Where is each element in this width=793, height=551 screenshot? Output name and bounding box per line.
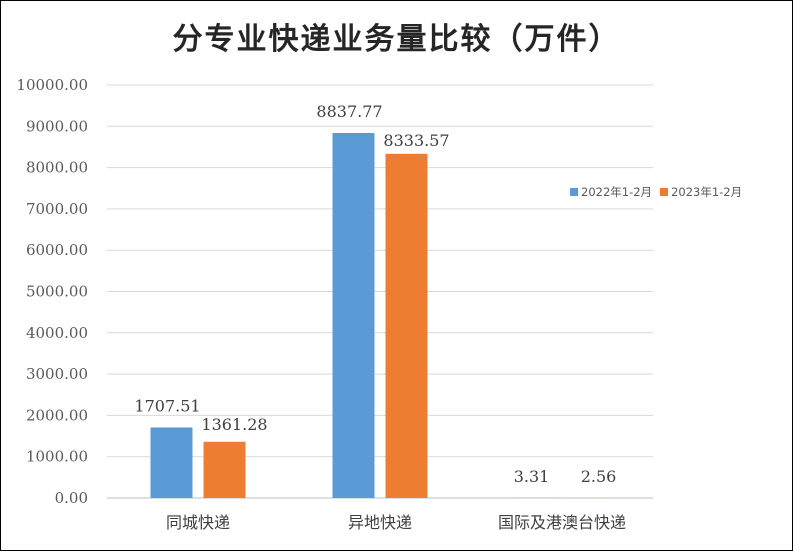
y-tick-label: 3000.00 — [26, 365, 88, 383]
bar — [385, 153, 428, 499]
y-tick-label: 8000.00 — [26, 159, 88, 177]
y-tick-label: 1000.00 — [26, 448, 88, 466]
y-tick-label: 5000.00 — [26, 283, 88, 301]
y-tick-label: 0.00 — [55, 489, 88, 507]
chart-legend: 2022年1-2月 2023年1-2月 — [570, 184, 742, 200]
bar — [150, 427, 193, 498]
legend-item-2023: 2023年1-2月 — [660, 184, 742, 200]
chart-title: 分专业快递业务量比较（万件） — [172, 22, 621, 57]
y-tick-label: 7000.00 — [26, 200, 88, 218]
legend-label-2023: 2023年1-2月 — [671, 185, 743, 199]
legend-label-2022: 2022年1-2月 — [581, 185, 653, 199]
data-label: 3.31 — [514, 467, 550, 486]
x-category-label: 异地快递 — [348, 513, 412, 532]
y-tick-label: 9000.00 — [26, 117, 88, 135]
data-label: 1707.51 — [134, 396, 200, 415]
x-category-label: 国际及港澳台快递 — [498, 513, 626, 532]
bar — [332, 133, 375, 498]
data-label: 8333.57 — [383, 131, 449, 150]
data-label: 2.56 — [581, 467, 617, 486]
legend-swatch-2023 — [660, 188, 669, 196]
legend-swatch-2022 — [570, 188, 578, 196]
y-tick-label: 2000.00 — [26, 406, 88, 424]
y-tick-label: 4000.00 — [26, 324, 88, 342]
bar — [203, 441, 246, 498]
data-label: 8837.77 — [316, 102, 382, 121]
data-label: 1361.28 — [201, 415, 267, 434]
y-tick-label: 10000.00 — [16, 76, 88, 94]
x-category-label: 同城快递 — [166, 513, 230, 532]
y-tick-label: 6000.00 — [26, 241, 88, 259]
legend-item-2022: 2022年1-2月 — [570, 184, 652, 200]
